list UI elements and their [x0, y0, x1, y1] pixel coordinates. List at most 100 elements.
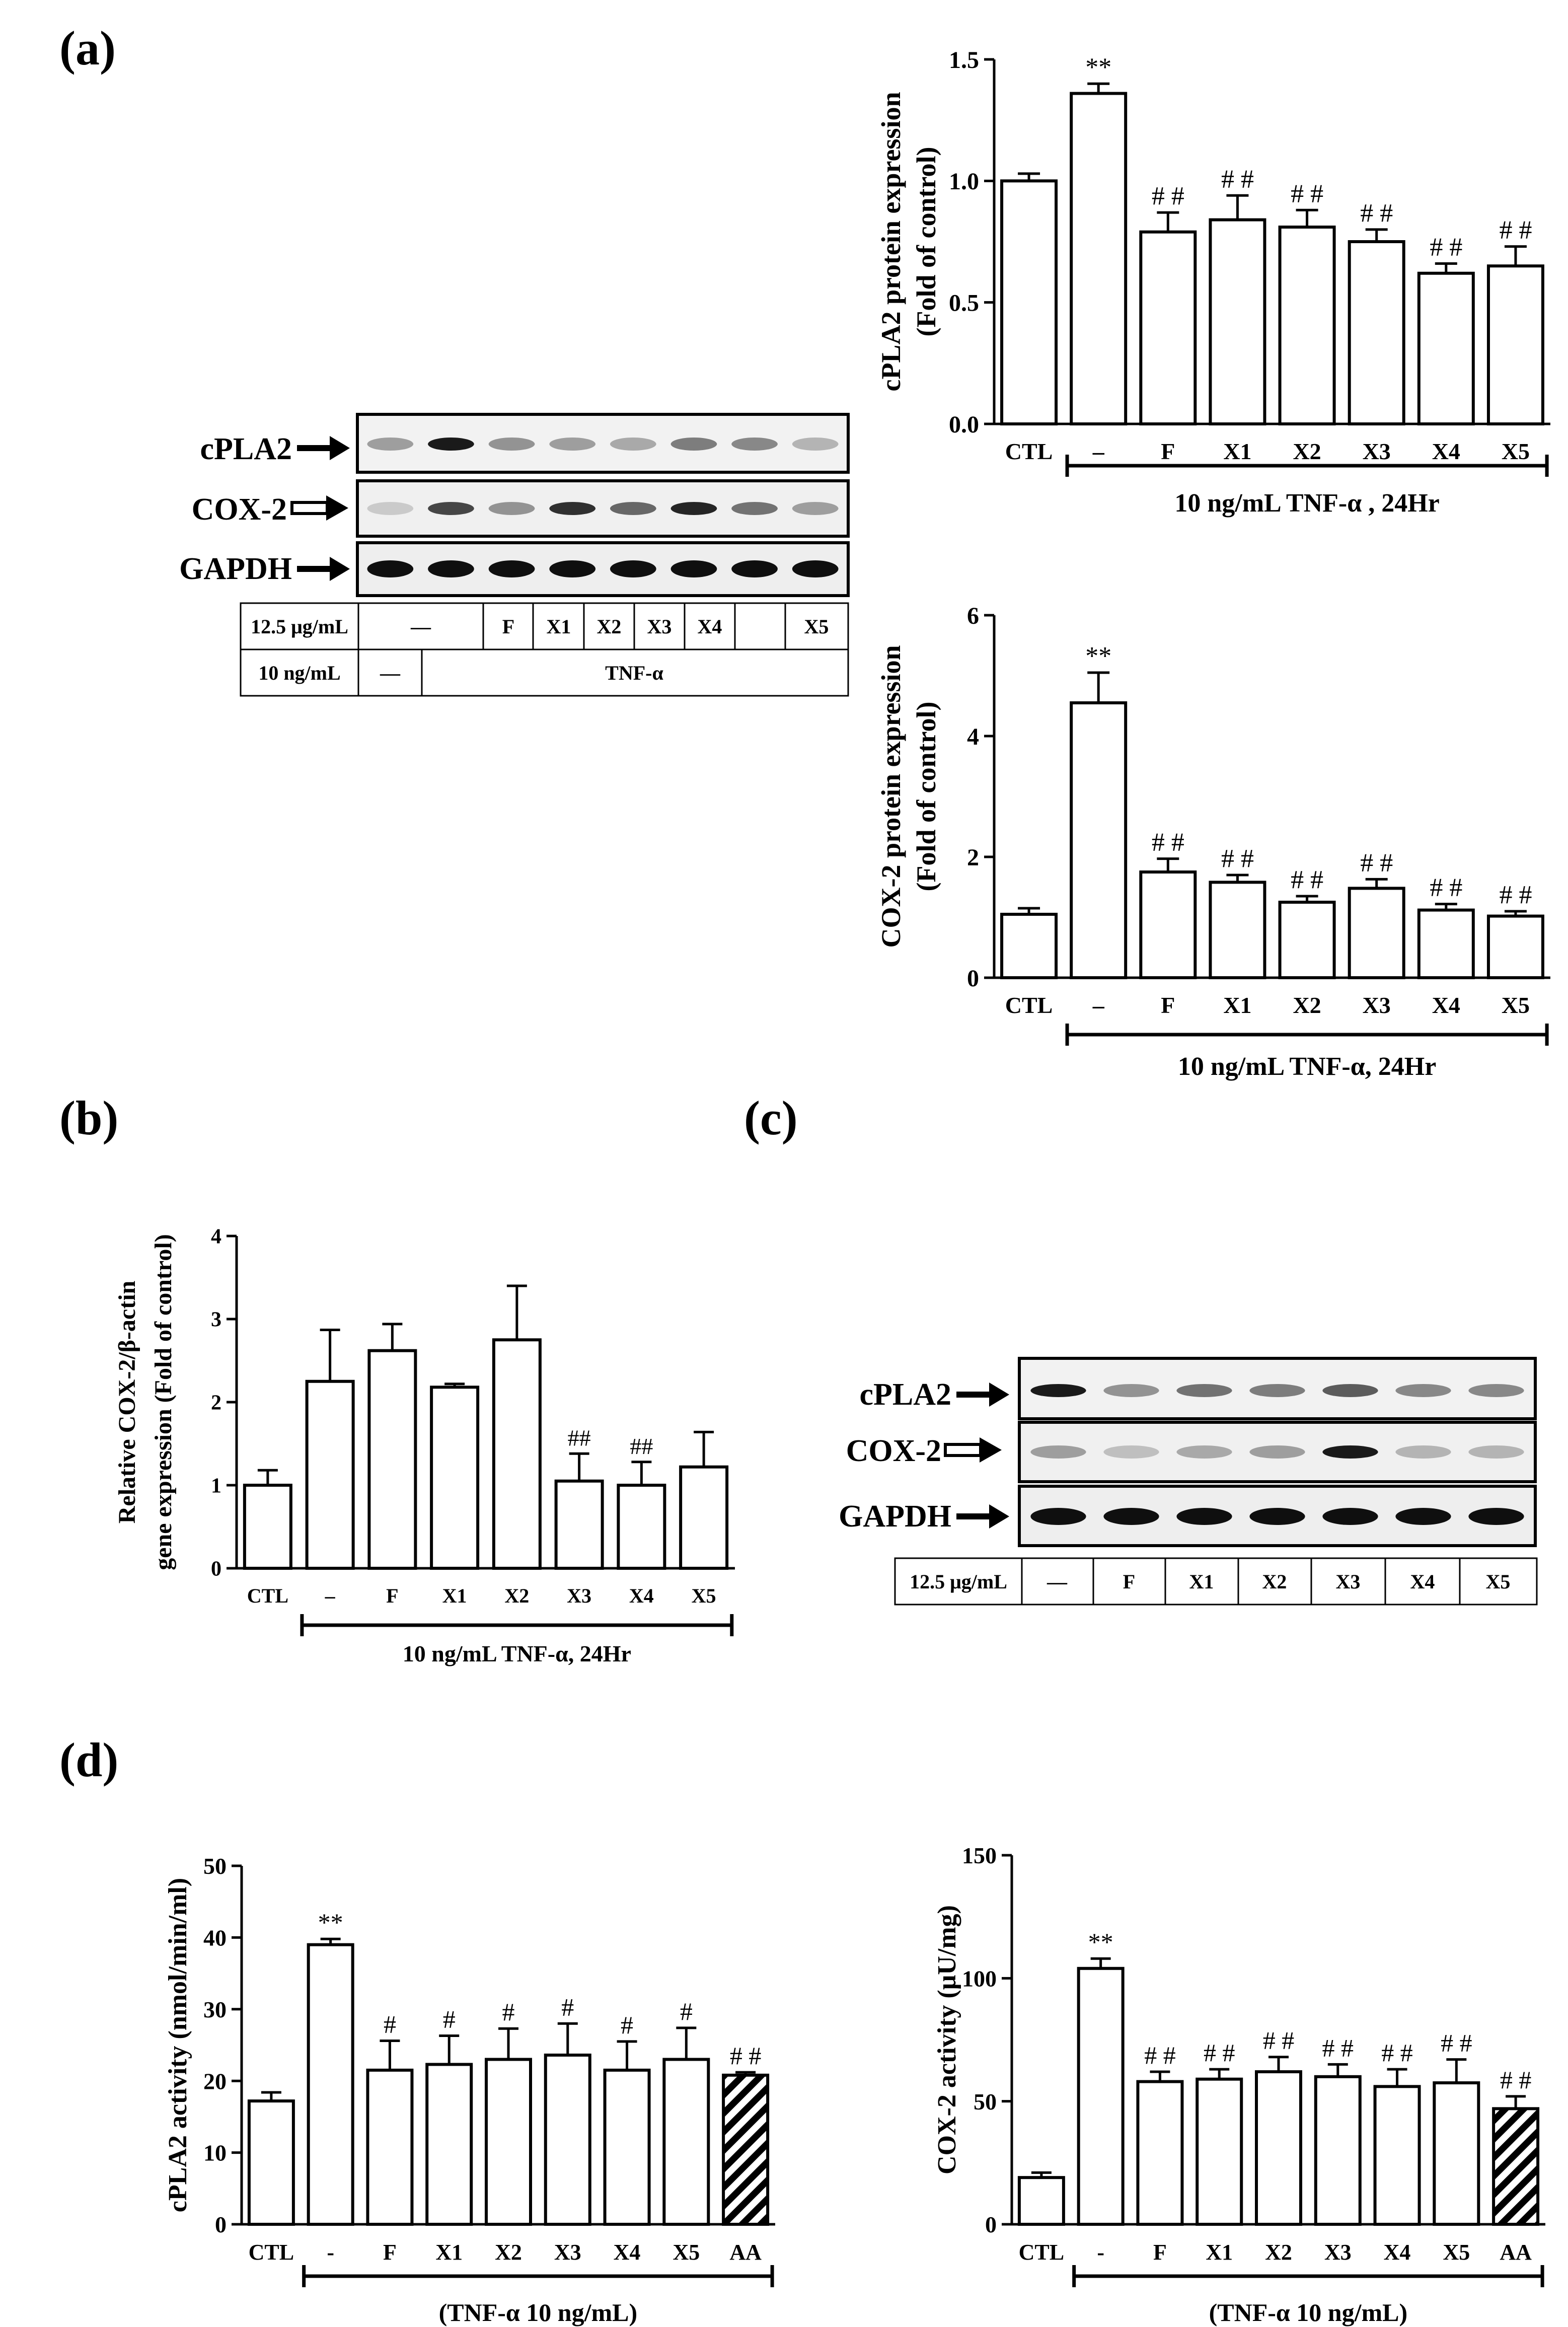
chart-d1-ytick-label: 10	[203, 2140, 227, 2166]
chart-d2-bar	[1255, 2070, 1302, 2226]
bar-charts: 0.0 0.5 1.0 1.5 CTL ** – # # F # # X1 # # X2 # # X3 # #…	[114, 47, 1550, 2326]
blot-c-band-0-0	[1030, 1384, 1086, 1397]
blot-a-cell-5: X4	[698, 615, 722, 638]
chart-b-ytick-label: 4	[211, 1225, 221, 1249]
chart-a1-ytick-label: 0.5	[949, 289, 979, 316]
blot-a-band-1-4	[610, 502, 656, 515]
blot-a-conc-label: 12.5 μg/mL	[251, 615, 348, 638]
chart-a2-bar	[1486, 914, 1544, 979]
chart-d2: 0 50 100 150 CTL ** - # # F # # X1 # # X2 # # X3 # # X4 #…	[933, 1843, 1545, 2326]
blot-a-band-2-3	[549, 560, 596, 577]
chart-d2-ytick-label: 150	[962, 1843, 997, 1868]
chart-d2-category-label: X3	[1324, 2240, 1352, 2265]
chart-b-bar	[679, 1465, 729, 1570]
chart-b-ytick-label: 1	[211, 1475, 221, 1498]
blot-c-band-2-6	[1468, 1508, 1524, 1525]
blot-c-band-2-3	[1249, 1508, 1305, 1525]
chart-a2-ytick-label: 6	[967, 603, 979, 629]
chart-a1-bar	[1139, 230, 1197, 425]
chart-a2-bar	[1000, 913, 1058, 979]
chart-a2-ylabel-2: (Fold of control)	[911, 702, 941, 892]
panel-label-d: (d)	[59, 1733, 119, 1787]
chart-a1-category-label: F	[1161, 439, 1175, 464]
chart-d2-bar	[1136, 2080, 1184, 2226]
chart-a2-bar	[1070, 701, 1128, 979]
chart-a2-ylabel: COX-2 protein expression	[876, 645, 906, 948]
blot-c-band-0-4	[1322, 1384, 1378, 1397]
chart-b-category-label: –	[325, 1584, 336, 1607]
blot-a-bands	[367, 438, 839, 577]
chart-a2-significance: # #	[1499, 881, 1532, 909]
chart-a2-significance: **	[1085, 642, 1111, 671]
chart-a1-significance: # #	[1430, 233, 1462, 261]
blot-c-band-1-6	[1468, 1445, 1524, 1459]
blot-c-band-2-5	[1395, 1508, 1451, 1525]
blot-c-band-1-5	[1395, 1445, 1451, 1459]
chart-d1-category-label: CTL	[249, 2240, 294, 2265]
chart-d2-treatment-label: (TNF-α 10 ng/mL)	[1209, 2298, 1408, 2326]
chart-b-bar	[554, 1479, 604, 1570]
panel-label-c: (c)	[744, 1091, 798, 1145]
chart-d2-bar	[1196, 2077, 1243, 2226]
blot-c-band-2-1	[1103, 1508, 1159, 1525]
chart-d2-bar	[1077, 1967, 1125, 2226]
chart-a1-ytick-label: 0.0	[949, 411, 979, 438]
chart-b-ylabel: Relative COX-2/β-actin	[114, 1281, 140, 1524]
chart-d1-bar	[722, 2073, 770, 2226]
chart-b-bar	[367, 1349, 417, 1570]
blot-c-cell-5: X4	[1410, 1570, 1435, 1593]
blot-a-band-0-6	[731, 438, 778, 451]
chart-a2-significance: # #	[1152, 828, 1184, 857]
chart-d1-bar	[307, 1943, 354, 2226]
blot-a-band-2-6	[731, 560, 778, 577]
chart-b-treatment-label: 10 ng/mL TNF-α, 24Hr	[403, 1641, 631, 1666]
chart-d1: 0 10 20 30 40 50 CTL ** - # F # X1 # X2 # X3 # X4 # X5 # # AA (…	[164, 1853, 775, 2326]
chart-a1-bar	[1417, 271, 1475, 425]
chart-d2-category-label: AA	[1500, 2240, 1532, 2265]
blot-c-band-1-1	[1103, 1445, 1159, 1459]
chart-b-bar	[305, 1379, 355, 1570]
blot-a-band-0-2	[488, 438, 535, 451]
blot-c-cell-3: X2	[1262, 1570, 1287, 1593]
chart-d1-bar	[603, 2068, 651, 2226]
chart-b-bar	[617, 1484, 666, 1570]
chart-d1-ytick-label: 20	[203, 2068, 227, 2094]
chart-d1-bar	[544, 2053, 591, 2226]
blot-a-tnf-conc-label: 10 ng/mL	[258, 662, 340, 684]
chart-b-bar	[243, 1484, 292, 1570]
chart-b-category-label: X5	[692, 1584, 716, 1607]
chart-a1-category-label: X5	[1502, 439, 1530, 464]
blot-a-label-cpla2: cPLA2	[200, 432, 292, 466]
chart-d2-bar	[1373, 2085, 1421, 2226]
chart-a2-ytick-label: 0	[967, 965, 979, 992]
chart-b-ytick-label: 2	[211, 1392, 221, 1415]
chart-d2-significance: **	[1088, 1928, 1113, 1956]
chart-a1-bar	[1486, 264, 1544, 425]
blot-a-arrow-cox2	[290, 495, 348, 521]
blot-c-conc-label: 12.5 μg/mL	[910, 1570, 1007, 1593]
chart-a1-ylabel: cPLA2 protein expression	[876, 92, 906, 391]
blot-a-label-cox2: COX-2	[192, 492, 287, 527]
blot-a-band-0-7	[792, 438, 839, 451]
chart-a2-category-label: X4	[1432, 992, 1460, 1018]
chart-d1-significance: #	[502, 1998, 515, 2026]
blot-c-band-1-0	[1030, 1445, 1086, 1459]
blot-c-band-0-1	[1103, 1384, 1159, 1397]
chart-d1-ytick-label: 30	[203, 1997, 227, 2022]
blot-c-cell-0: —	[1047, 1570, 1068, 1593]
blot-a-band-2-7	[792, 560, 839, 577]
blot-c-cell-6: X5	[1486, 1570, 1511, 1593]
chart-d1-category-label: AA	[729, 2240, 762, 2265]
chart-d1-category-label: X1	[435, 2240, 463, 2265]
chart-d1-ytick-label: 50	[203, 1853, 227, 1879]
chart-d2-ylabel: COX-2 activity (μU/mg)	[933, 1905, 961, 2174]
chart-d2-bar	[1433, 2081, 1480, 2226]
blot-a-arrow-gapdh	[297, 557, 350, 581]
chart-d2-significance: # #	[1263, 2026, 1295, 2055]
chart-a1-category-label: X3	[1363, 439, 1391, 464]
blot-a-cell-2: X1	[547, 615, 571, 638]
chart-a1-category-label: X2	[1293, 439, 1321, 464]
panel-label-a: (a)	[59, 21, 116, 75]
chart-d2-significance: # #	[1381, 2039, 1413, 2067]
chart-d1-treatment-label: (TNF-α 10 ng/mL)	[439, 2298, 638, 2326]
